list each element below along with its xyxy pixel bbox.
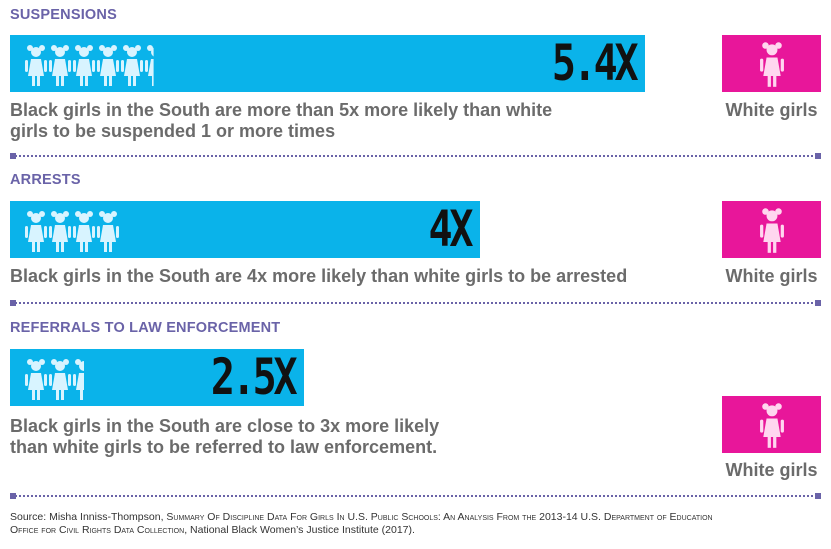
arrests-description: Black girls in the South are 4x more lik… (10, 266, 627, 287)
suspensions-value-label: 5.4X (551, 34, 638, 92)
girl-figure-icon (760, 403, 784, 448)
suspensions-description: Black girls in the South are more than 5… (10, 100, 552, 142)
source-suffix: , National Black Women’s Justice Institu… (184, 524, 415, 536)
section-divider (10, 153, 821, 159)
white-girls-bar-referrals (722, 396, 821, 453)
white-girls-bar-arrests (722, 201, 821, 258)
section-title-referrals: REFERRALS TO LAW ENFORCEMENT (10, 320, 281, 336)
arrests-value-label: 4X (428, 200, 473, 258)
description-line: than white girls to be referred to law e… (10, 437, 438, 457)
girl-figure-icon-group (24, 35, 168, 92)
description-line: Black girls in the South are 4x more lik… (10, 266, 628, 286)
suspensions-bar: 5.4X (10, 35, 645, 92)
source-prefix: Source: Misha Inniss-Thompson, (10, 511, 167, 523)
referrals-value-label: 2.5X (210, 348, 297, 406)
description-line: Black girls in the South are close to 3x… (10, 416, 440, 436)
girl-figure-icon-group (24, 349, 96, 406)
referrals-description: Black girls in the South are close to 3x… (10, 416, 439, 458)
source-citation: Source: Misha Inniss-Thompson, Summary O… (10, 511, 821, 537)
white-girls-label-suspensions: White girls (725, 100, 818, 120)
girl-figure-icon-group (24, 201, 120, 258)
white-girls-label-referrals: White girls (725, 460, 818, 480)
description-line: Black girls in the South are more than 5… (10, 100, 553, 120)
girl-figure-icon (25, 45, 154, 86)
description-line: girls to be suspended 1 or more times (10, 121, 336, 141)
section-title-arrests: ARRESTS (10, 172, 81, 188)
source-title-line1: Summary Of Discipline Data For Girls In … (166, 511, 713, 523)
section-divider (10, 493, 821, 499)
section-title-suspensions: SUSPENSIONS (10, 7, 117, 23)
referrals-bar: 2.5X (10, 349, 304, 406)
section-divider (10, 300, 821, 306)
girl-figure-icon (760, 42, 784, 87)
girl-figure-icon (760, 208, 784, 253)
source-title-line2: Office for Civil Rights Data Collection (10, 524, 185, 536)
white-girls-bar-suspensions (722, 35, 821, 92)
white-girls-label-arrests: White girls (725, 266, 818, 286)
girl-figure-icon (25, 359, 84, 400)
arrests-bar: 4X (10, 201, 480, 258)
girl-figure-icon (25, 211, 119, 252)
